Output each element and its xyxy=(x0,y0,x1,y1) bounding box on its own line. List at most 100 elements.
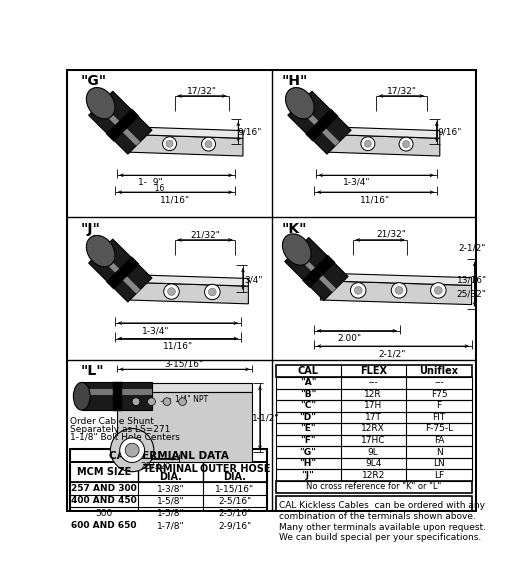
Circle shape xyxy=(164,284,179,299)
Circle shape xyxy=(395,286,403,294)
Text: 1/4" NPT: 1/4" NPT xyxy=(175,394,208,403)
Text: 1-7/8": 1-7/8" xyxy=(157,521,184,530)
Bar xyxy=(276,423,472,435)
Text: 17T: 17T xyxy=(365,413,382,422)
Polygon shape xyxy=(128,282,249,304)
Text: 1-5/8": 1-5/8" xyxy=(157,509,184,518)
Text: FA: FA xyxy=(434,436,444,445)
Text: DIA.: DIA. xyxy=(159,472,182,482)
Text: CAL TERMIANL DATA: CAL TERMIANL DATA xyxy=(109,451,228,461)
Text: CAL: CAL xyxy=(297,366,319,376)
Bar xyxy=(276,446,472,458)
Text: 2-1/2": 2-1/2" xyxy=(378,350,405,358)
Bar xyxy=(70,448,267,532)
Polygon shape xyxy=(288,91,351,154)
Text: 2-1/2": 2-1/2" xyxy=(458,243,485,252)
Circle shape xyxy=(403,141,410,148)
Text: Separately as LS=271: Separately as LS=271 xyxy=(70,425,171,434)
Bar xyxy=(276,412,472,423)
Polygon shape xyxy=(293,250,336,292)
Circle shape xyxy=(361,137,375,151)
Text: Uniflex: Uniflex xyxy=(420,366,458,376)
Text: "D": "D" xyxy=(299,413,316,422)
Text: We can build special per your specifications.: We can build special per your specificat… xyxy=(279,534,482,542)
Circle shape xyxy=(208,288,216,296)
Ellipse shape xyxy=(73,382,90,410)
Text: 12R2: 12R2 xyxy=(361,471,385,480)
Text: FIT: FIT xyxy=(432,413,446,422)
Bar xyxy=(276,389,472,400)
Polygon shape xyxy=(328,135,440,156)
Bar xyxy=(276,481,472,493)
Text: "H": "H" xyxy=(282,74,308,89)
Text: DIA.: DIA. xyxy=(223,472,246,482)
Text: F: F xyxy=(437,401,441,411)
Text: OUTER HOSE: OUTER HOSE xyxy=(200,465,270,474)
Polygon shape xyxy=(285,237,348,300)
Text: "B": "B" xyxy=(300,390,316,399)
Text: "J": "J" xyxy=(302,471,314,480)
Text: ---: --- xyxy=(368,378,378,388)
Text: "C": "C" xyxy=(300,401,316,411)
Polygon shape xyxy=(321,273,472,285)
Text: 17/32": 17/32" xyxy=(187,86,217,95)
Polygon shape xyxy=(89,239,152,302)
Text: 1-3/4": 1-3/4" xyxy=(142,326,169,335)
Bar xyxy=(82,389,152,395)
Text: 11/16": 11/16" xyxy=(360,196,390,204)
Text: 1-5/8": 1-5/8" xyxy=(157,496,184,505)
Text: 11/16": 11/16" xyxy=(163,342,193,351)
Text: ---: --- xyxy=(434,378,444,388)
Text: F75: F75 xyxy=(431,390,447,399)
Text: 2-5/16": 2-5/16" xyxy=(218,509,251,518)
Bar xyxy=(276,458,472,469)
Text: 3-15/16": 3-15/16" xyxy=(164,359,204,369)
Circle shape xyxy=(110,428,154,472)
Text: combination of the terminals shown above.: combination of the terminals shown above… xyxy=(279,512,476,521)
Circle shape xyxy=(430,283,446,298)
Bar xyxy=(70,448,267,462)
Text: 400 AND 450: 400 AND 450 xyxy=(72,496,137,505)
Text: "K": "K" xyxy=(282,222,307,236)
Text: 25/32": 25/32" xyxy=(457,289,487,298)
Circle shape xyxy=(201,137,216,151)
Text: 11/16": 11/16" xyxy=(160,196,190,204)
Text: 25/32": 25/32" xyxy=(140,461,170,470)
Text: "G": "G" xyxy=(80,74,107,89)
Text: MCM SIZE: MCM SIZE xyxy=(77,467,131,477)
Text: 17HC: 17HC xyxy=(361,436,385,445)
Circle shape xyxy=(132,398,140,405)
Text: 9/16": 9/16" xyxy=(437,128,461,137)
Circle shape xyxy=(205,284,220,300)
Bar xyxy=(276,469,472,481)
Text: "A": "A" xyxy=(300,378,316,388)
Text: 2-9/16": 2-9/16" xyxy=(218,521,251,530)
Text: 16: 16 xyxy=(150,184,164,193)
Text: "G": "G" xyxy=(299,447,316,457)
Circle shape xyxy=(125,443,139,457)
Text: 600 AND 650: 600 AND 650 xyxy=(72,521,137,530)
Circle shape xyxy=(148,398,155,405)
Bar xyxy=(276,400,472,412)
Polygon shape xyxy=(296,103,339,145)
Text: 500: 500 xyxy=(95,509,113,518)
Text: 9L4: 9L4 xyxy=(365,459,382,468)
Text: 257 AND 300: 257 AND 300 xyxy=(72,484,137,493)
Text: 1-3/4": 1-3/4" xyxy=(343,178,370,187)
Circle shape xyxy=(163,398,171,405)
Text: 12RX: 12RX xyxy=(361,424,385,434)
Ellipse shape xyxy=(86,87,115,119)
Text: "J": "J" xyxy=(80,222,100,236)
Polygon shape xyxy=(97,103,140,145)
Text: F-75-L: F-75-L xyxy=(425,424,453,434)
Text: 1-1/8" Bolt Hole Centers: 1-1/8" Bolt Hole Centers xyxy=(70,432,180,442)
Polygon shape xyxy=(128,135,243,156)
Bar xyxy=(276,435,472,446)
Circle shape xyxy=(166,140,173,147)
Text: "F": "F" xyxy=(300,436,316,445)
Text: 9L: 9L xyxy=(368,447,378,457)
Circle shape xyxy=(350,283,366,298)
Text: 21/32": 21/32" xyxy=(190,230,220,239)
Text: 1-  9": 1- 9" xyxy=(138,178,162,187)
Text: 1-15/16": 1-15/16" xyxy=(215,484,254,493)
